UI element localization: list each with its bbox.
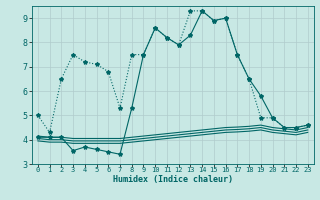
- X-axis label: Humidex (Indice chaleur): Humidex (Indice chaleur): [113, 175, 233, 184]
